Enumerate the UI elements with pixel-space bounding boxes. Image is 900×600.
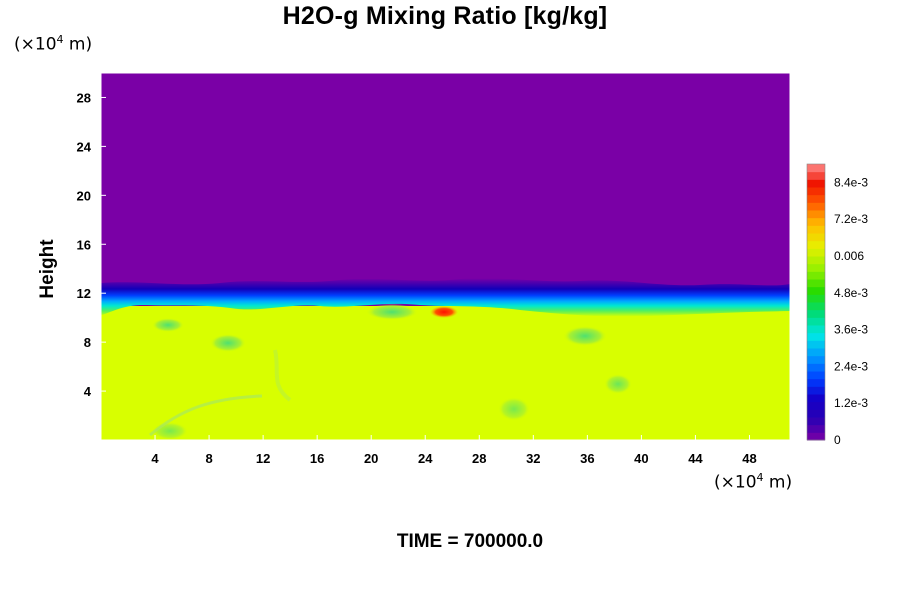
colorbar-cell [807, 363, 825, 372]
colorbar-cell [807, 263, 825, 272]
x-tick-label: 16 [310, 451, 324, 466]
colorbar-cell [807, 210, 825, 219]
colorbar-cell [807, 378, 825, 387]
colorbar-cell [807, 187, 825, 196]
eddy [604, 374, 632, 394]
colorbar-cell [807, 294, 825, 303]
x-tick-label: 4 [151, 451, 159, 466]
colorbar-cell [807, 217, 825, 226]
x-axis-unit: (×104 m) [714, 471, 792, 493]
colorbar-tick-label: 0 [834, 433, 841, 447]
y-tick-label: 8 [84, 335, 91, 350]
y-unit-exp: 4 [56, 33, 64, 46]
colorbar-tick-label: 8.4e-3 [834, 175, 868, 189]
colorbar-cell [807, 256, 825, 265]
colorbar: 0 1.2e-3 2.4e-3 3.6e-3 4.8e-3 0.006 7.2e-3 8.4e… [806, 163, 868, 447]
filament [273, 349, 292, 402]
x-ticks: 4 8 12 16 20 24 28 32 36 40 44 48 [151, 435, 757, 466]
colorbar-cell [807, 171, 825, 180]
eddy [152, 318, 184, 332]
colorbar-cell [807, 325, 825, 334]
colorbar-cell [807, 417, 825, 426]
colorbar-cell [807, 279, 825, 288]
filament [149, 394, 263, 437]
max-moisture-blob [430, 306, 458, 318]
x-unit-exp: 4 [756, 471, 764, 484]
colorbar-cell [807, 248, 825, 257]
colorbar-cell [807, 164, 825, 173]
colorbar-cell [807, 240, 825, 249]
y-tick-label: 4 [84, 384, 92, 399]
x-tick-label: 32 [526, 451, 540, 466]
y-axis-unit: (×104 m) [14, 33, 92, 55]
colorbar-cell [807, 286, 825, 295]
x-tick-label: 44 [688, 451, 703, 466]
y-unit-suffix: m) [63, 34, 93, 55]
x-tick-label: 20 [364, 451, 378, 466]
colorbar-cell [807, 355, 825, 364]
colorbar-tick-label: 3.6e-3 [834, 323, 868, 337]
x-tick-label: 12 [256, 451, 270, 466]
y-tick-label: 28 [77, 90, 91, 105]
plot-frame [100, 72, 791, 441]
colorbar-cell [807, 401, 825, 410]
colorbar-cell [807, 424, 825, 433]
x-tick-label: 24 [418, 451, 433, 466]
colorbar-cell [807, 348, 825, 357]
y-unit-prefix: (×10 [14, 34, 57, 55]
y-tick-label: 20 [77, 188, 91, 203]
x-tick-label: 36 [580, 451, 594, 466]
x-tick-label: 8 [205, 451, 212, 466]
colorbar-cell [807, 302, 825, 311]
colorbar-cell [807, 371, 825, 380]
colorbar-tick-label: 0.006 [834, 249, 864, 263]
moist-layer [101, 306, 790, 440]
colorbar-cell [807, 394, 825, 403]
colorbar-tick-label: 7.2e-3 [834, 212, 868, 226]
colorbar-cell [807, 432, 825, 441]
colorbar-cell [807, 194, 825, 203]
colorbar-tick-label: 4.8e-3 [834, 286, 868, 300]
colorbar-cell [807, 317, 825, 326]
colorbar-cell [807, 225, 825, 234]
colorbar-tick-label: 1.2e-3 [834, 396, 868, 410]
colorbar-tick-label: 2.4e-3 [834, 359, 868, 373]
heatmap-field [101, 73, 790, 440]
x-tick-label: 40 [634, 451, 648, 466]
x-unit-prefix: (×10 [714, 472, 757, 493]
colorbar-frame [806, 163, 826, 441]
transition-band [101, 278, 790, 317]
colorbar-cell [807, 309, 825, 318]
colorbar-cell [807, 409, 825, 418]
y-tick-label: 24 [77, 139, 92, 154]
eddy [563, 326, 607, 346]
x-tick-label: 48 [742, 451, 756, 466]
colorbar-cell [807, 233, 825, 242]
y-tick-label: 12 [77, 286, 91, 301]
colorbar-cell [807, 271, 825, 280]
colorbar-cell [807, 179, 825, 188]
x-unit-suffix: m) [763, 472, 793, 493]
colorbar-cell [807, 202, 825, 211]
x-tick-label: 28 [472, 451, 486, 466]
y-ticks: 4 8 12 16 20 24 28 [77, 90, 106, 399]
time-label: TIME = 700000.0 [396, 531, 544, 552]
eddy [498, 397, 530, 421]
eddy [366, 304, 418, 320]
colorbar-cell [807, 332, 825, 341]
y-tick-label: 16 [77, 237, 91, 252]
colorbar-cell [807, 386, 825, 395]
colorbar-cell [807, 340, 825, 349]
chart-title: H2O-g Mixing Ratio [kg/kg] [282, 2, 608, 30]
eddy [210, 334, 246, 352]
